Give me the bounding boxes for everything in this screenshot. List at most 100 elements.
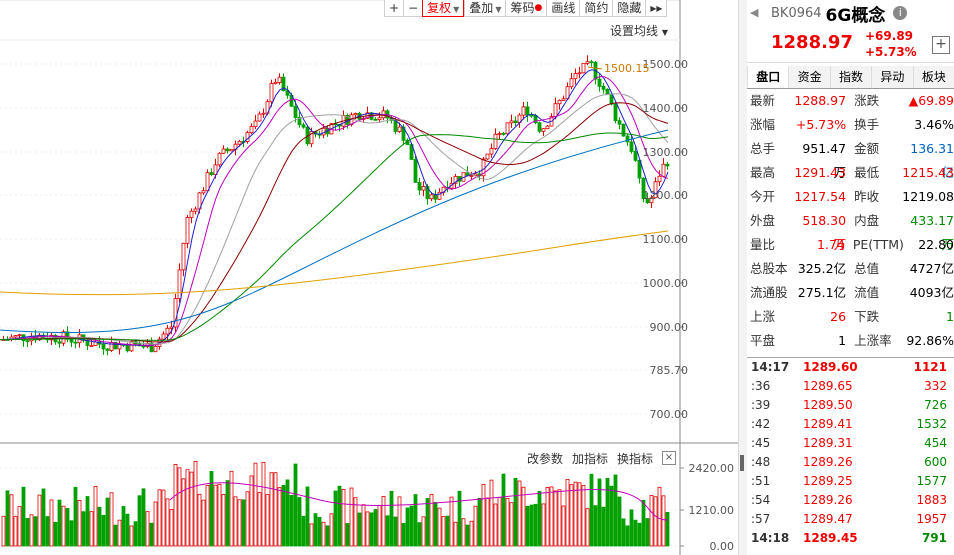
volume-bar: [605, 477, 610, 547]
candle-body: [185, 217, 190, 244]
candle-body: [161, 333, 166, 340]
candle-body: [573, 73, 578, 80]
tick-price: 1289.45: [803, 531, 858, 545]
volume-bar: [625, 525, 630, 547]
volume-bar: [609, 485, 614, 547]
volume-bar: [665, 511, 670, 547]
volume-bar: [633, 519, 638, 547]
tab-order-book[interactable]: 盘口: [747, 66, 789, 88]
tick-row: :57 1289.47 1957: [747, 510, 954, 529]
volume-bar: [373, 509, 378, 547]
candle-body: [509, 120, 514, 124]
tick-volume: 726: [924, 398, 947, 412]
volume-bar: [497, 496, 502, 547]
tick-row: 14:18 1289.45 791: [747, 529, 954, 548]
volume-bar: [561, 505, 566, 547]
tab-fund-flow[interactable]: 资金: [788, 66, 830, 88]
volume-bar: [125, 513, 130, 547]
volume-bar: [597, 478, 602, 547]
volume-bar: [73, 486, 78, 547]
zoom-out-button[interactable]: −: [403, 0, 422, 16]
volume-bar: [385, 515, 390, 547]
volume-bar: [37, 494, 42, 547]
expand-icon[interactable]: ▸▸: [645, 0, 666, 16]
close-icon[interactable]: ×: [662, 451, 676, 465]
ma-setting-button[interactable]: 设置均线 ▼: [610, 22, 668, 39]
price-axis-label: 785.70: [649, 364, 689, 377]
tab-sector[interactable]: 板块: [912, 66, 954, 88]
candle-body: [193, 208, 198, 212]
volume-bar: [585, 508, 590, 547]
candle-body: [469, 175, 474, 177]
tick-time: :57: [751, 512, 771, 526]
volume-bar: [29, 514, 34, 547]
change-params-button[interactable]: 改参数: [527, 452, 564, 466]
volume-bar: [613, 474, 618, 547]
volume-bar: [297, 497, 302, 547]
quote-label: 最高: [750, 165, 776, 180]
high-marker-arrow: [587, 66, 603, 70]
candle-body: [413, 159, 418, 183]
quote-value: 325.2亿: [797, 261, 847, 276]
draw-line-button[interactable]: 画线: [546, 0, 579, 16]
volume-bar: [145, 511, 150, 547]
quote-label: 下跌: [854, 309, 880, 324]
candle-body: [589, 61, 594, 64]
kline-chart[interactable]: [0, 0, 738, 555]
add-indicator-button[interactable]: 加指标: [572, 452, 609, 466]
chips-label: 筹码: [510, 1, 535, 15]
volume-bar: [413, 494, 418, 547]
candle-body: [213, 164, 218, 176]
volume-bar: [621, 518, 626, 547]
candle-body: [181, 242, 186, 271]
simple-mode-button[interactable]: 简约: [579, 0, 612, 16]
price-change: +69.89 +5.73%: [865, 28, 917, 60]
volume-bar: [521, 486, 526, 547]
candle-body: [661, 163, 666, 177]
volume-bar: [369, 512, 374, 547]
volume-bar: [581, 485, 586, 547]
tick-price: 1289.26: [803, 455, 853, 469]
hide-button[interactable]: 隐藏: [612, 0, 645, 16]
quote-label: 上涨: [750, 309, 776, 324]
volume-axis-label: 1210.00: [688, 504, 735, 517]
chart-toolbar: + − 复权 ▼ 叠加 ▼ 筹码● 画线 简约 隐藏 ▸▸: [384, 0, 668, 17]
collapse-handle-icon[interactable]: [740, 455, 744, 471]
adjust-rights-button[interactable]: 复权 ▼: [422, 0, 465, 17]
candle-body: [557, 99, 562, 105]
chips-button[interactable]: 筹码●: [505, 0, 546, 16]
candle-body: [613, 103, 618, 122]
info-icon[interactable]: i: [893, 6, 908, 20]
tick-time: :45: [751, 436, 771, 450]
switch-indicator-button[interactable]: 换指标: [617, 452, 654, 466]
volume-bar: [593, 505, 598, 547]
volume-bar: [177, 467, 182, 547]
price-axis-label: 1000.00: [642, 277, 689, 290]
candle-body: [353, 113, 358, 116]
volume-bar: [557, 489, 562, 547]
volume-bar: [233, 496, 238, 547]
ma60-line: [0, 132, 669, 341]
candle-body: [585, 61, 590, 64]
overlay-button[interactable]: 叠加 ▼: [464, 0, 505, 16]
quote-row: 最高 1291.43 最低 1215.43: [747, 161, 954, 185]
volume-bar: [77, 499, 82, 547]
zoom-in-button[interactable]: +: [389, 1, 400, 15]
tab-index[interactable]: 指数: [829, 66, 872, 88]
candle-body: [217, 152, 222, 166]
volume-bar: [181, 478, 186, 547]
candle-body: [149, 342, 154, 353]
prev-stock-icon[interactable]: ◀: [750, 6, 759, 19]
volume-bar: [85, 496, 90, 547]
quote-label: 最低: [854, 165, 880, 180]
quote-value: 3.46%: [914, 117, 954, 132]
tick-list[interactable]: 14:17 1289.60 1121:36 1289.65 332:39 1289.50 7…: [747, 358, 954, 548]
candle-body: [569, 78, 574, 88]
kline-chart-area[interactable]: + − 复权 ▼ 叠加 ▼ 筹码● 画线 简约 隐藏 ▸▸ 设置均线 ▼ 1500.…: [0, 0, 738, 555]
add-watchlist-button[interactable]: +: [932, 36, 950, 54]
quote-row: 最新 1288.97 涨跌 ▲69.89: [747, 89, 954, 113]
tab-movement[interactable]: 异动: [871, 66, 913, 88]
ma20-line: [0, 93, 669, 345]
candle-body: [417, 182, 422, 191]
volume-bar: [457, 490, 462, 547]
